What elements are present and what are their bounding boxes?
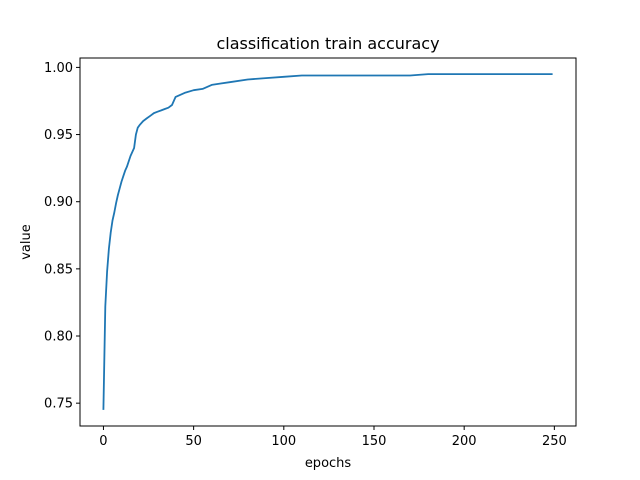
y-tick-label: 0.80 — [44, 330, 73, 345]
y-tick-label: 0.95 — [44, 128, 73, 143]
series-group — [102, 73, 553, 410]
y-axis-label: value — [19, 224, 34, 260]
series-line — [102, 73, 553, 410]
y-tick-label: 0.85 — [44, 262, 73, 277]
y-tick-label: 0.90 — [44, 195, 73, 210]
y-ticks: 0.75 0.80 0.85 0.90 0.95 1.00 — [44, 61, 80, 412]
x-tick-label: 100 — [271, 434, 296, 449]
x-ticks: 0 50 100 150 200 250 — [99, 426, 567, 449]
y-tick-label: 1.00 — [44, 61, 73, 76]
x-tick-label: 250 — [542, 434, 567, 449]
x-tick-label: 150 — [362, 434, 387, 449]
x-tick-label: 200 — [452, 434, 477, 449]
x-axis-label: epochs — [305, 456, 352, 471]
x-tick-label: 0 — [99, 434, 107, 449]
y-tick-label: 0.75 — [44, 397, 73, 412]
x-tick-label: 50 — [185, 434, 202, 449]
chart-title: classification train accuracy — [216, 34, 439, 53]
plot-frame — [79, 57, 577, 427]
